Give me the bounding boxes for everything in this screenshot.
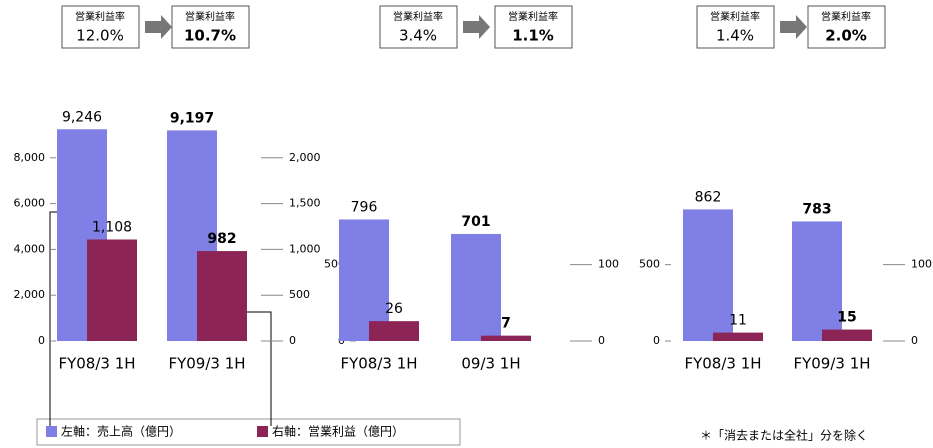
bar (87, 239, 137, 341)
y2-tick-label: 1,000 (289, 242, 321, 255)
y2-tick-label: 100 (911, 258, 932, 271)
arrow (463, 15, 490, 39)
y2-tick-label: 0 (598, 334, 605, 347)
value-label: 796 (351, 199, 378, 215)
arrow (145, 15, 172, 39)
margin-box-value: 3.4% (399, 27, 437, 45)
margin-box-title: 営業利益率 (821, 10, 871, 23)
y-tick-label: 0 (38, 334, 45, 347)
arrow (780, 15, 807, 39)
x-tick-label: FY09/3 1H (168, 355, 245, 373)
bar (792, 221, 842, 341)
margin-box (696, 5, 775, 49)
x-tick-label: FY08/3 1H (684, 355, 761, 373)
value-label: 15 (837, 310, 856, 326)
x-tick-label: 09/3 1H (461, 355, 520, 373)
y-tick-label: 0 (653, 334, 660, 347)
x-tick-label: FY08/3 1H (340, 355, 417, 373)
bar (339, 219, 389, 341)
legend-label: 右軸：営業利益（億円） (272, 424, 404, 439)
y2-tick-label: 1,500 (289, 197, 321, 210)
x-tick-label: FY08/3 1H (58, 355, 135, 373)
margin-box (61, 5, 140, 49)
value-label: 7 (501, 316, 511, 332)
value-label: 9,246 (62, 109, 102, 125)
y-tick-label: 2,000 (14, 288, 46, 301)
value-label: 9,197 (170, 110, 214, 126)
margin-box-value: 12.0% (76, 27, 124, 45)
margin-box (807, 5, 886, 49)
y2-tick-label: 2,000 (289, 151, 321, 164)
value-label: 1,108 (92, 220, 132, 236)
bar (683, 209, 733, 341)
margin-box (379, 5, 458, 49)
legend-label: 左軸：売上高（億円） (61, 424, 181, 439)
y-tick-label: 6,000 (14, 197, 46, 210)
value-label: 26 (385, 301, 403, 317)
margin-box-title: 営業利益率 (393, 10, 443, 23)
margin-box (171, 5, 250, 49)
value-label: 783 (802, 201, 831, 217)
bar (822, 329, 872, 341)
y2-tick-label: 0 (911, 334, 918, 347)
bar (713, 332, 763, 341)
value-label: 862 (695, 189, 722, 205)
margin-box-title: 営業利益率 (508, 10, 558, 23)
bar (481, 335, 531, 341)
y-tick-label: 500 (639, 258, 660, 271)
margin-box-title: 営業利益率 (185, 10, 235, 23)
margin-box (494, 5, 573, 49)
margin-box-value: 2.0% (825, 27, 867, 45)
connector (243, 311, 272, 426)
value-label: 982 (207, 231, 236, 247)
margin-box-value: 10.7% (184, 27, 236, 45)
y-tick-label: 8,000 (14, 151, 46, 164)
y2-tick-label: 0 (289, 334, 296, 347)
legend-swatch (46, 426, 57, 437)
y-tick-label: 4,000 (14, 242, 46, 255)
margin-box-value: 1.1% (512, 27, 554, 45)
note: ＊「消去または全社」分を除く (700, 428, 868, 443)
value-label: 701 (461, 214, 490, 230)
legend-swatch (257, 426, 268, 437)
y2-tick-label: 100 (598, 258, 619, 271)
x-tick-label: FY09/3 1H (793, 355, 870, 373)
bar (197, 251, 247, 341)
value-label: 11 (729, 313, 747, 329)
legend-box (36, 418, 461, 446)
bar (451, 233, 501, 341)
bar (369, 321, 419, 341)
margin-box-value: 1.4% (716, 27, 754, 45)
margin-box-title: 営業利益率 (710, 10, 760, 23)
margin-box-title: 営業利益率 (75, 10, 125, 23)
y2-tick-label: 500 (289, 288, 310, 301)
